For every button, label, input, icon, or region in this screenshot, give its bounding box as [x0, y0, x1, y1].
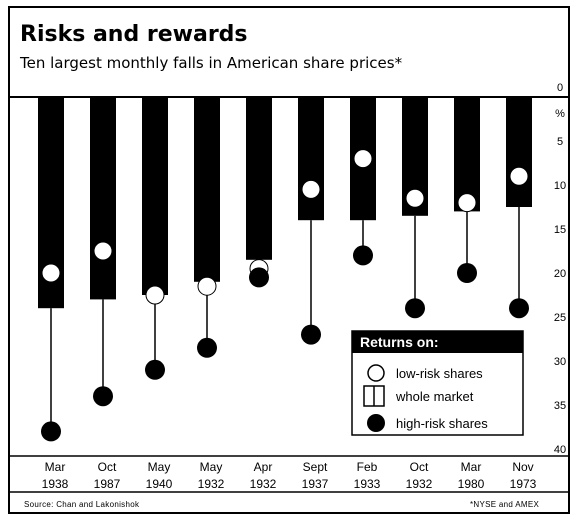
chart-marks — [38, 97, 532, 442]
y-tick-label: 20 — [554, 268, 566, 280]
y-tick-label: 0 — [557, 82, 563, 94]
chart-subtitle: Ten largest monthly falls in American sh… — [20, 54, 403, 72]
whole-market-bar — [246, 97, 272, 260]
low-risk-point — [509, 166, 529, 186]
category-month-label: Nov — [512, 460, 533, 474]
low-risk-point — [457, 193, 477, 213]
category-year-label: 1932 — [406, 477, 433, 491]
high-risk-point — [93, 386, 113, 407]
chart-title: Risks and rewards — [20, 22, 248, 47]
category-month-label: Mar — [45, 460, 66, 474]
whole-market-bar — [142, 97, 168, 295]
chart-frame — [8, 6, 570, 514]
high-risk-point — [457, 263, 477, 283]
y-unit-label: % — [555, 108, 565, 120]
y-tick-label: 5 — [557, 136, 563, 148]
legend-high-risk-marker — [367, 414, 385, 432]
low-risk-point — [405, 188, 425, 208]
whole-market-bar — [194, 97, 220, 282]
category-month-label: Feb — [357, 460, 378, 474]
category-labels: Mar 1938 Oct 1987 May 1940 May 1932 Apr 1932 Sept 1… — [42, 460, 537, 491]
legend-high-risk-label: high-risk shares — [396, 416, 488, 431]
high-risk-point — [405, 298, 425, 319]
legend-title-bg — [352, 331, 523, 353]
y-tick-label: 40 — [554, 444, 566, 456]
y-tick-label: 15 — [554, 224, 566, 236]
whole-market-bar — [506, 97, 532, 207]
high-risk-point — [249, 267, 269, 288]
whole-market-bar — [90, 97, 116, 300]
category-year-label: 1932 — [250, 477, 277, 491]
category-month-label: Sept — [303, 460, 328, 474]
legend-whole-market-label: whole market — [395, 389, 474, 404]
low-risk-point — [301, 179, 321, 199]
high-risk-point — [301, 324, 321, 345]
category-year-label: 1987 — [94, 477, 121, 491]
y-tick-label: 30 — [554, 356, 566, 368]
category-year-label: 1933 — [354, 477, 381, 491]
category-year-label: 1932 — [198, 477, 225, 491]
low-risk-point — [145, 285, 165, 305]
high-risk-point — [353, 245, 373, 266]
high-risk-point — [509, 298, 529, 319]
legend-title: Returns on: — [360, 334, 439, 350]
y-tick-label: 10 — [554, 180, 566, 192]
y-tick-label: 25 — [554, 312, 566, 324]
whole-market-bar — [298, 97, 324, 221]
high-risk-point — [145, 359, 165, 380]
y-tick-label: 35 — [554, 400, 566, 412]
low-risk-point — [353, 149, 373, 169]
legend-low-risk-marker — [367, 364, 385, 382]
category-month-label: Apr — [254, 460, 273, 474]
category-month-label: Oct — [410, 460, 429, 474]
category-month-label: Oct — [98, 460, 117, 474]
legend-low-risk-label: low-risk shares — [396, 366, 483, 381]
category-month-label: May — [148, 460, 171, 474]
category-year-label: 1937 — [302, 477, 329, 491]
low-risk-point — [197, 276, 217, 296]
source-note: Source: Chan and Lakonishok — [24, 500, 140, 509]
legend: Returns on: low-risk shares whole market… — [351, 330, 524, 436]
y-axis: 0 5 10 15 20 25 30 35 40 — [554, 82, 566, 456]
category-year-label: 1940 — [146, 477, 173, 491]
footnote: *NYSE and AMEX — [470, 500, 540, 509]
category-month-label: May — [200, 460, 223, 474]
high-risk-point — [41, 421, 61, 442]
category-year-label: 1980 — [458, 477, 485, 491]
low-risk-point — [93, 241, 113, 261]
low-risk-point — [41, 263, 61, 283]
category-year-label: 1938 — [42, 477, 69, 491]
category-month-label: Mar — [461, 460, 482, 474]
category-year-label: 1973 — [510, 477, 537, 491]
high-risk-point — [197, 337, 217, 358]
whole-market-bar — [454, 97, 480, 212]
